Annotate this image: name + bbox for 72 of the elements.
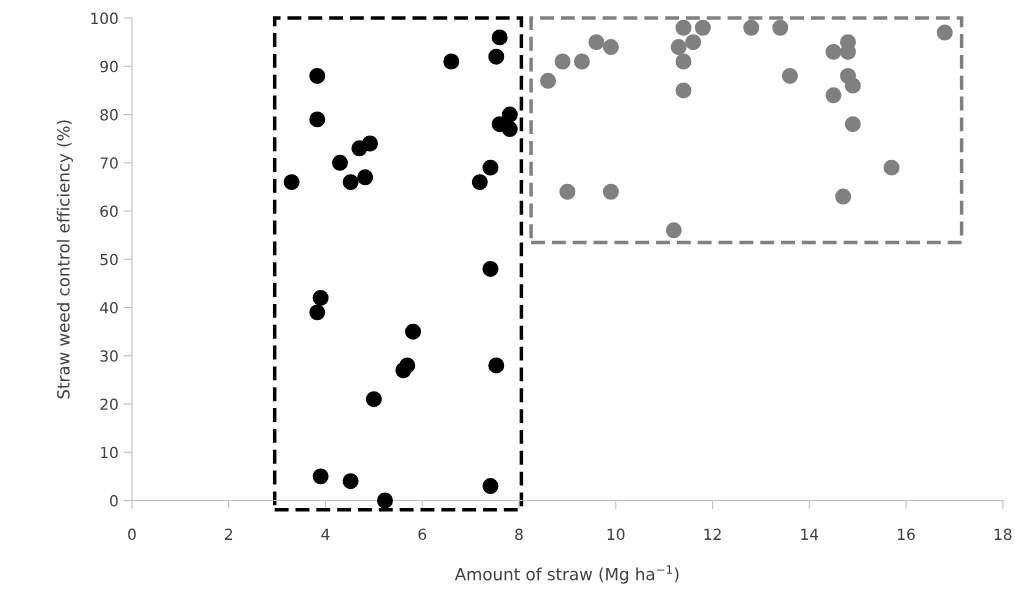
y-tick-label: 20	[100, 398, 118, 411]
point	[309, 304, 326, 321]
x-tick-label: 0	[128, 528, 136, 541]
x-tick-label: 4	[321, 528, 330, 540]
point	[540, 72, 557, 89]
point	[342, 174, 359, 191]
point	[491, 29, 508, 46]
point	[488, 357, 505, 374]
point	[743, 19, 760, 36]
point	[399, 357, 416, 374]
point	[694, 19, 711, 36]
y-tick-label: 70	[100, 157, 118, 169]
x-axis-title: Amount of straw (Mg ha$^{−1}$)	[454, 565, 679, 584]
point	[377, 492, 393, 509]
point	[602, 39, 619, 56]
x-tick-label: 10	[607, 528, 625, 541]
point	[835, 188, 852, 205]
x-tick-label: 14	[801, 528, 819, 540]
point	[675, 82, 692, 99]
point	[781, 67, 798, 84]
point	[573, 53, 590, 70]
point	[357, 169, 374, 186]
point	[501, 106, 518, 123]
point	[342, 473, 359, 490]
x-tick-label: 12	[704, 528, 721, 540]
y-tick-label: 0	[110, 494, 118, 507]
y-tick-label: 60	[100, 205, 118, 218]
point	[559, 183, 576, 200]
point	[665, 222, 682, 239]
point	[501, 121, 518, 138]
point	[670, 39, 687, 56]
y-tick-label: 90	[100, 60, 118, 73]
y-tick-label: 80	[100, 109, 118, 121]
y-axis-title: Straw weed control efficiency (%)	[56, 120, 73, 399]
point	[312, 468, 329, 485]
y-tick-label: 10	[100, 446, 118, 459]
y-tick-label: 30	[100, 350, 118, 362]
point	[588, 34, 605, 51]
point	[554, 53, 571, 70]
point	[936, 24, 953, 41]
y-tick-label: 40	[100, 302, 118, 314]
point	[825, 43, 842, 60]
point	[602, 183, 619, 200]
point	[772, 19, 789, 36]
point	[471, 174, 488, 191]
point	[482, 260, 499, 277]
point	[309, 67, 326, 84]
point	[482, 159, 499, 176]
point	[488, 48, 505, 65]
point	[844, 77, 861, 94]
x-tick-label: 8	[515, 528, 523, 541]
point	[443, 53, 460, 70]
point	[825, 87, 842, 104]
x-tick-label: 6	[418, 528, 427, 541]
point	[675, 53, 692, 70]
point	[883, 159, 900, 176]
point	[283, 174, 300, 191]
point	[685, 34, 702, 51]
point	[332, 154, 348, 171]
point	[365, 391, 382, 408]
x-tick-label: 16	[898, 528, 915, 541]
point	[362, 135, 378, 152]
point	[844, 116, 861, 133]
point	[405, 323, 422, 340]
x-tick-label: 2	[224, 528, 233, 540]
point	[675, 19, 692, 36]
y-tick-label: 100	[91, 12, 118, 25]
y-tick-label: 50	[100, 253, 118, 266]
point	[309, 111, 326, 128]
point	[312, 289, 329, 306]
point	[482, 478, 499, 494]
x-tick-label: 18	[994, 528, 1012, 541]
